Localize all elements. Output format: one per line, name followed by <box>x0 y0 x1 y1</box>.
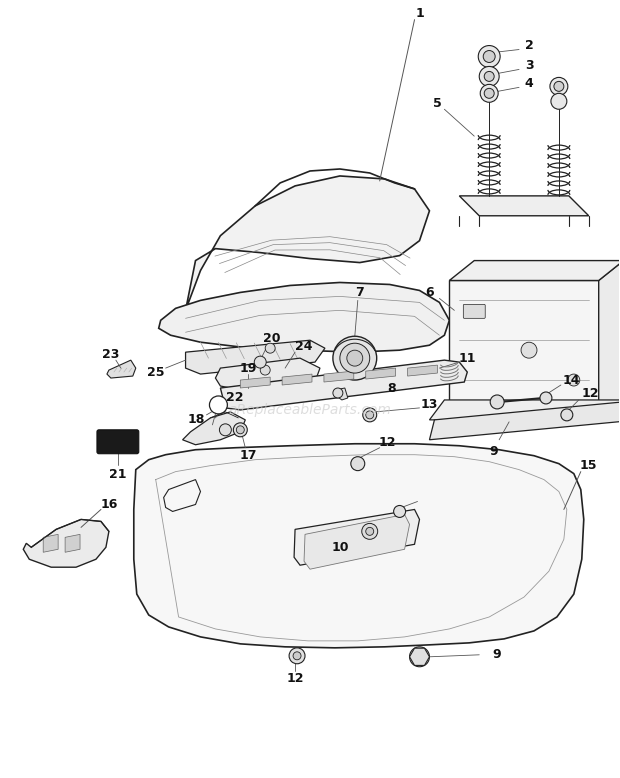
Circle shape <box>551 93 567 109</box>
Circle shape <box>550 77 568 96</box>
Text: 20: 20 <box>264 331 281 345</box>
Text: 16: 16 <box>100 498 118 511</box>
Polygon shape <box>65 534 80 552</box>
Circle shape <box>484 72 494 82</box>
Circle shape <box>480 84 498 102</box>
Polygon shape <box>366 368 396 379</box>
Circle shape <box>340 343 370 373</box>
Circle shape <box>361 524 378 539</box>
Text: 2: 2 <box>525 39 533 52</box>
Circle shape <box>561 409 573 421</box>
Polygon shape <box>43 534 58 552</box>
Circle shape <box>210 396 228 414</box>
Polygon shape <box>24 520 109 567</box>
Circle shape <box>347 350 363 366</box>
Circle shape <box>366 527 374 535</box>
Polygon shape <box>164 479 200 511</box>
Circle shape <box>366 411 374 419</box>
Text: 1: 1 <box>415 7 424 20</box>
Circle shape <box>260 365 270 375</box>
Polygon shape <box>215 358 320 390</box>
Circle shape <box>233 423 247 436</box>
Polygon shape <box>220 360 467 410</box>
FancyBboxPatch shape <box>463 304 485 318</box>
Text: 9: 9 <box>493 648 502 661</box>
Circle shape <box>351 457 365 471</box>
Text: 10: 10 <box>331 541 348 554</box>
Circle shape <box>484 89 494 98</box>
Circle shape <box>490 395 504 409</box>
Polygon shape <box>282 374 312 385</box>
Circle shape <box>554 82 564 91</box>
Circle shape <box>478 46 500 68</box>
Circle shape <box>254 356 266 368</box>
Text: 25: 25 <box>147 366 164 379</box>
Circle shape <box>293 652 301 660</box>
Polygon shape <box>241 377 270 388</box>
Text: 21: 21 <box>109 468 126 481</box>
Polygon shape <box>335 388 348 400</box>
Polygon shape <box>430 400 620 420</box>
Polygon shape <box>182 412 246 445</box>
Polygon shape <box>304 514 410 569</box>
Circle shape <box>483 51 495 62</box>
Circle shape <box>363 408 377 422</box>
Text: 12: 12 <box>286 672 304 685</box>
Polygon shape <box>324 371 354 382</box>
Polygon shape <box>459 196 589 216</box>
Polygon shape <box>159 282 450 352</box>
Circle shape <box>568 374 580 386</box>
Text: 8: 8 <box>388 381 396 394</box>
Text: 9: 9 <box>490 445 498 458</box>
Text: 6: 6 <box>425 286 434 299</box>
Text: 12: 12 <box>379 436 396 449</box>
Text: 19: 19 <box>239 362 257 374</box>
Text: 5: 5 <box>433 96 442 110</box>
Text: 24: 24 <box>295 340 312 352</box>
Polygon shape <box>430 400 620 440</box>
Text: 23: 23 <box>102 348 120 361</box>
Circle shape <box>236 426 244 434</box>
FancyBboxPatch shape <box>97 429 139 454</box>
Circle shape <box>333 336 377 380</box>
Polygon shape <box>410 648 430 665</box>
Circle shape <box>394 506 405 517</box>
Text: 18: 18 <box>188 413 205 426</box>
Text: 3: 3 <box>525 59 533 72</box>
Polygon shape <box>450 261 620 281</box>
Polygon shape <box>185 176 430 310</box>
Text: 22: 22 <box>226 391 243 405</box>
Text: 7: 7 <box>355 286 364 299</box>
Circle shape <box>521 342 537 358</box>
Text: 11: 11 <box>459 352 476 365</box>
Polygon shape <box>134 443 584 648</box>
Circle shape <box>540 392 552 404</box>
Circle shape <box>289 648 305 664</box>
Polygon shape <box>107 360 136 378</box>
Text: 12: 12 <box>582 387 600 401</box>
Text: 4: 4 <box>525 77 533 90</box>
Circle shape <box>265 343 275 353</box>
Text: 13: 13 <box>421 398 438 412</box>
Polygon shape <box>599 261 620 420</box>
Polygon shape <box>407 365 438 376</box>
Circle shape <box>333 388 343 398</box>
Circle shape <box>410 647 430 667</box>
Text: 15: 15 <box>580 459 598 472</box>
Circle shape <box>479 66 499 86</box>
Text: 17: 17 <box>239 449 257 462</box>
Polygon shape <box>185 340 325 374</box>
Circle shape <box>219 424 231 436</box>
Polygon shape <box>450 281 599 420</box>
Text: 14: 14 <box>562 373 580 387</box>
Text: aReplaceableParts.com: aReplaceableParts.com <box>229 403 391 417</box>
Polygon shape <box>294 510 420 565</box>
